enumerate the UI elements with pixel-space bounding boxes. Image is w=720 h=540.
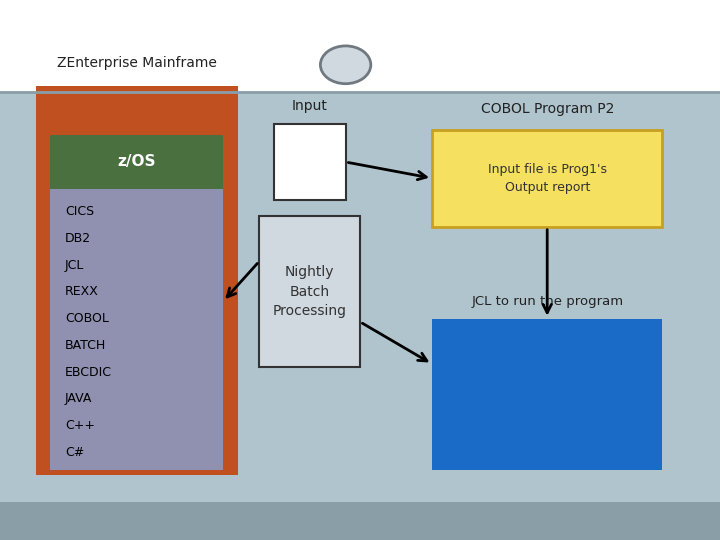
Text: COBOL Program P2: COBOL Program P2 [480,102,614,116]
FancyBboxPatch shape [259,216,360,367]
Text: REXX: REXX [65,286,99,299]
Text: JCL: JCL [65,259,84,272]
Text: COBOL: COBOL [65,312,109,325]
FancyBboxPatch shape [274,124,346,200]
Text: CICS: CICS [65,205,94,218]
Text: JAVA: JAVA [65,393,92,406]
Text: Input file is Prog1's
Output report: Input file is Prog1's Output report [487,163,607,194]
Text: C++: C++ [65,419,95,432]
Text: C#: C# [65,446,84,459]
Text: Input: Input [292,99,328,113]
FancyBboxPatch shape [0,502,720,540]
Text: Nightly
Batch
Processing: Nightly Batch Processing [273,265,346,318]
FancyBboxPatch shape [432,130,662,227]
FancyBboxPatch shape [50,135,223,189]
Text: ZEnterprise Mainframe: ZEnterprise Mainframe [57,56,217,70]
FancyBboxPatch shape [432,319,662,470]
Text: z/OS: z/OS [117,154,156,170]
Text: JCL to run the program: JCL to run the program [471,295,624,308]
FancyBboxPatch shape [0,0,720,92]
Text: BATCH: BATCH [65,339,106,352]
Text: DB2: DB2 [65,232,91,245]
Circle shape [320,46,371,84]
FancyBboxPatch shape [36,86,238,475]
Text: EBCDIC: EBCDIC [65,366,112,379]
FancyBboxPatch shape [50,189,223,470]
